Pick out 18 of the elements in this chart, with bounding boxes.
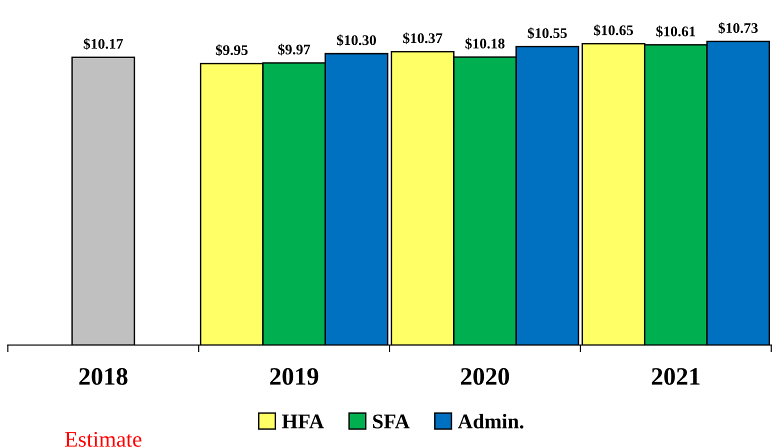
legend-label: SFA <box>373 414 410 428</box>
legend-label: HFA <box>282 414 324 428</box>
legend-label: Admin. <box>458 414 524 429</box>
x-tick-label: 2018 <box>79 368 128 385</box>
data-label: $10.61 <box>656 26 696 38</box>
x-tick-label: 2020 <box>461 368 510 385</box>
text: Estimate <box>65 432 142 447</box>
data-label: $9.97 <box>278 44 310 56</box>
data-label: $10.65 <box>594 24 633 36</box>
data-label: $9.95 <box>216 44 248 56</box>
data-label: $10.73 <box>718 22 758 34</box>
x-tick-label: 2021 <box>652 368 700 385</box>
data-label: $10.55 <box>528 27 567 40</box>
data-label: $10.30 <box>336 34 376 46</box>
x-tick-label: 2019 <box>270 368 318 385</box>
data-label: $10.37 <box>403 32 442 44</box>
data-label: $10.18 <box>465 38 505 50</box>
data-label: $10.17 <box>84 38 123 50</box>
